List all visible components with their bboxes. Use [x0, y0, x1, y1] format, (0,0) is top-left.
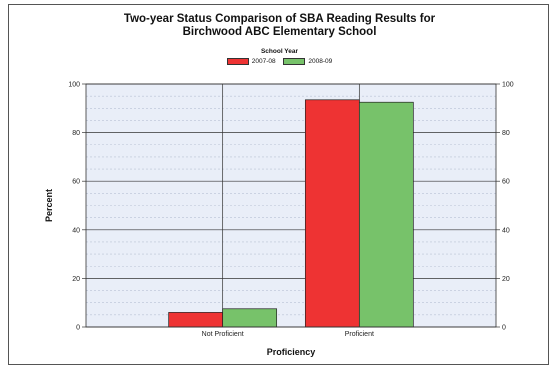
chart-title: Two-year Status Comparison of SBA Readin… [123, 13, 436, 25]
x-tick-label: Not Proficient [202, 331, 244, 338]
legend-swatch-series-2 [283, 58, 306, 65]
bar [304, 99, 360, 328]
bar [168, 312, 224, 328]
y-tick-label-left: 80 [72, 130, 80, 137]
legend-label-series-1: 2007-08 [251, 58, 276, 65]
y-tick-label-right: 100 [502, 82, 514, 89]
y-tick-label-left: 60 [72, 179, 80, 186]
legend-swatch-series-1 [226, 58, 249, 65]
plot-border [85, 83, 497, 328]
bar [222, 308, 278, 328]
x-axis-label: Proficiency [267, 347, 316, 357]
legend: 2007-08 2008-09 [0, 58, 559, 67]
y-tick-label-left: 100 [68, 82, 80, 89]
bar [358, 101, 414, 328]
legend-item-series-1: 2007-08 [226, 58, 276, 65]
y-tick-label-right: 40 [502, 227, 510, 234]
y-tick-label-left: 20 [72, 276, 80, 283]
y-tick-label-left: 0 [76, 325, 80, 332]
y-tick-label-right: 60 [502, 179, 510, 186]
y-axis-label: Percent [44, 189, 54, 222]
y-tick-label-right: 80 [502, 130, 510, 137]
y-tick-label-left: 40 [72, 227, 80, 234]
legend-title: School Year [260, 48, 299, 55]
y-tick-label-right: 20 [502, 276, 510, 283]
legend-item-series-2: 2008-09 [283, 58, 332, 65]
y-tick-label-right: 0 [502, 325, 506, 332]
legend-label-series-2: 2008-09 [308, 58, 333, 65]
x-tick-label: Proficient [345, 331, 374, 338]
chart-subtitle: Birchwood ABC Elementary School [182, 26, 377, 38]
